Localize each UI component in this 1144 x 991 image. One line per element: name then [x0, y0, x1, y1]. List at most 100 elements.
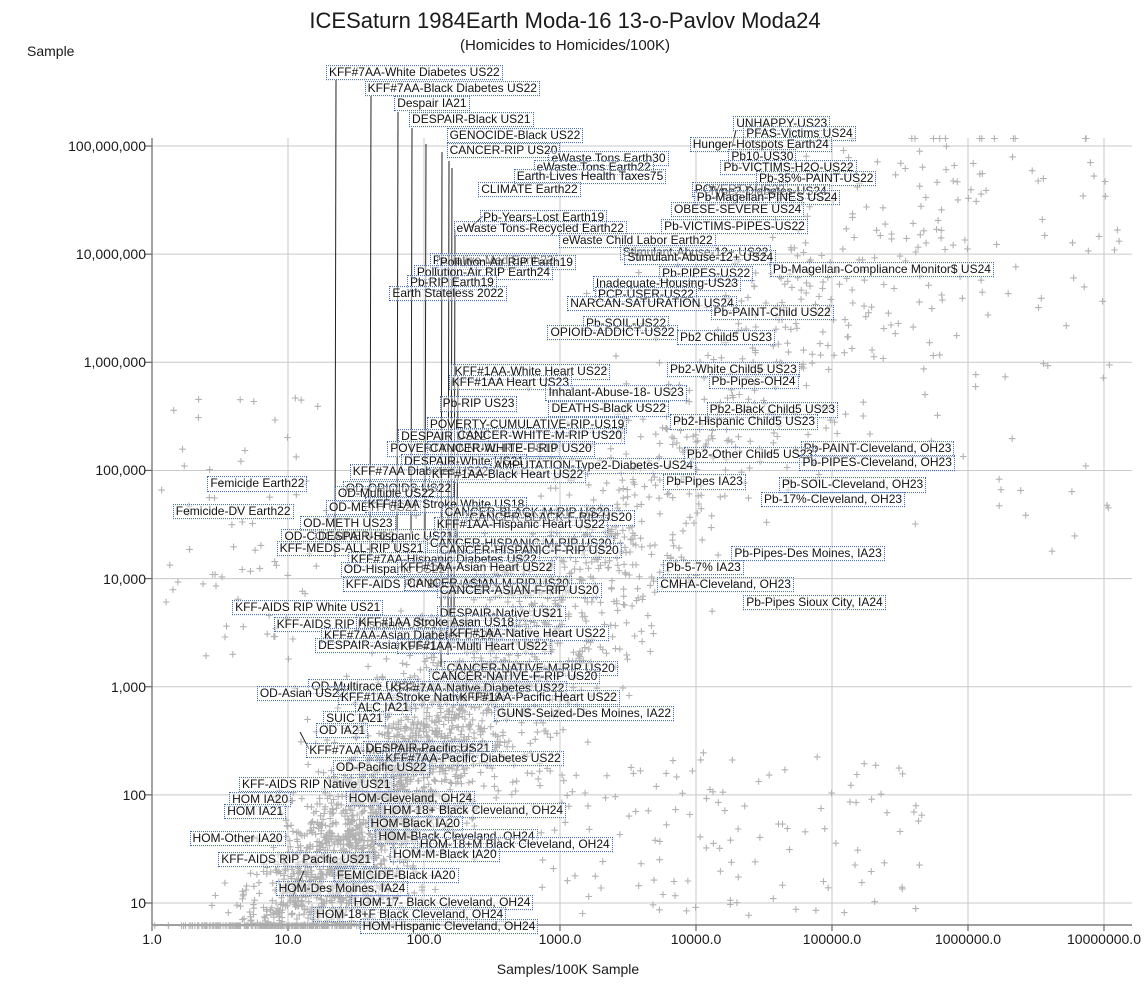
point-label: KFF#7AA-White Diabetes US22	[325, 65, 503, 81]
chart-title: ICESaturn 1984Earth Moda-16 13-o-Pavlov …	[309, 8, 821, 33]
y-tick-label: 10,000,000	[75, 246, 146, 263]
point-label: CANCER-NATIVE-M-RIP US20	[443, 660, 618, 676]
point-label: HOM-Other IA20	[189, 830, 286, 847]
point-label: Pb-PAINT-Child US22	[710, 305, 834, 321]
point-label: HOM-Black IA20	[367, 816, 463, 832]
x-tick-label: 10.0	[274, 931, 302, 947]
point-label: Pb2-White Child5 US23	[667, 362, 800, 378]
point-label: HOM-17- Black Cleveland, OH24	[350, 895, 534, 911]
point-label: OD-METH US23	[300, 515, 396, 531]
x-axis-title: Samples/100K Sample	[496, 961, 640, 977]
point-label: CANCER-NATIVE-F-RIP US20	[428, 668, 601, 684]
point-label: GENOCIDE-Black US22	[446, 128, 584, 144]
point-label: Pb-VICTIMS-PIPES-US22	[661, 219, 808, 235]
point-label: Stimulant-Abuse-12+ US24	[624, 250, 777, 266]
x-tick-label: 100.0	[406, 931, 442, 947]
point-label: ALC IA21	[354, 699, 412, 715]
point-label: eWaste Tons Earth30	[548, 151, 669, 167]
point-label: Palliative-Med Earth22	[429, 253, 557, 269]
point-label: KFF#1AA-Hispanic Heart US22	[433, 517, 608, 533]
x-tick-label: 100000.0	[802, 931, 862, 947]
point-label: OD-Hispanic US22	[340, 561, 449, 577]
point-label: HOM IA21	[224, 803, 287, 820]
point-label: Pb2 Child5 US23	[676, 330, 776, 346]
point-label: Pb-SOIL-US22	[582, 316, 670, 332]
point-label: Pb-Pipes-Des Moines, IA23	[731, 545, 885, 561]
point-label: Pb2-Black Child5 US23	[706, 402, 838, 418]
x-tick-label: 1.0	[142, 931, 162, 947]
point-label: Type2-Diabetes-US24	[705, 184, 830, 200]
point-label: HOM IA20	[229, 791, 292, 808]
point-label: KFF-AIDS RIP Pacific US21	[218, 852, 375, 868]
point-label: OD-Pacific US22	[332, 759, 430, 776]
point-label: KFF#7AA-Multi Diabetes US22	[306, 742, 478, 759]
point-label: AMPUTATION-Type2-Diabetes-US24	[491, 458, 696, 474]
point-label: DESPAIR-Asian US21	[315, 637, 441, 653]
point-label: DESPAIR-Native US21	[436, 605, 566, 621]
point-label: Inhalant-Abuse-18- US23	[545, 385, 687, 401]
point-label: eWaste Child Labor Earth22	[559, 233, 716, 249]
point-label: HOM-18+ Black Cleveland, OH24	[380, 802, 567, 819]
point-label: OD-COCAINE US22	[281, 528, 398, 544]
point-label: KFF#1AA-Black Heart US22	[428, 467, 587, 483]
point-label: Femicide-DV Earth22	[172, 503, 294, 519]
point-label: CLIMATE Earth22	[478, 182, 581, 198]
point-label: Pb-Pipes-OH24	[708, 374, 799, 390]
y-tick-label: 1,000	[110, 678, 146, 695]
point-label: HOM-18+F Black Cleveland, OH24	[313, 907, 507, 923]
y-tick-label: 1,000,000	[83, 354, 146, 371]
y-axis-title: Sample	[27, 43, 75, 59]
x-tick-label: 1000.0	[538, 931, 582, 947]
point-label: CANCER-HISPANIC-F-RIP US20	[436, 542, 622, 558]
point-label: DESPAIR-White US21	[401, 454, 527, 470]
y-tick-label: 10,000	[103, 570, 146, 587]
point-label: HOM-Hispanic Cleveland, OH24	[359, 919, 539, 935]
point-label: KFF#7AA-Native Diabetes US22	[387, 680, 568, 697]
point-label: Pb-SOIL-Cleveland, OH23	[778, 477, 927, 493]
point-label: HOM-Des Moines, IA24	[275, 881, 409, 897]
point-label: HOM-Cleveland, OH24	[345, 790, 476, 807]
y-tick-label: 100,000,000	[68, 138, 146, 155]
point-label: eWaste Tons-Recycled Earth22	[453, 221, 627, 237]
point-label: CANCER-WHITE-M-RIP US20	[454, 428, 625, 444]
point-label: Pb-Pipes Sioux City, IA24	[743, 594, 886, 610]
point-label: DESPAIR US22	[398, 429, 490, 445]
point-label: Pb-17%-Cleveland, OH23	[761, 491, 906, 507]
point-label: HOM-18+M Black Cleveland, OH24	[416, 837, 613, 853]
point-label: OPIOID-ADDICT-US22	[547, 325, 678, 341]
point-label: Pb-PIPES-Cleveland, OH23	[799, 455, 955, 471]
point-label: KFF#1AA-Multi Heart US22	[397, 638, 551, 654]
point-label: KFF#1AA Heart US23	[448, 375, 572, 391]
x-tick-label: 10000.0	[670, 931, 722, 947]
point-label: CANCER-WHITE-F-RIP US20	[426, 441, 595, 457]
leader-line	[396, 111, 399, 552]
point-label: NARCAN-SATURATION US24	[567, 296, 737, 312]
leader-line	[292, 870, 305, 897]
point-label: Hunger-Hotspots Earth24	[689, 137, 832, 153]
point-label: DESPAIR-Hispanic US21	[315, 528, 457, 544]
point-label: CANCER-RIP US20	[446, 143, 561, 159]
point-label: OBESE-SEVERE US24	[670, 202, 805, 218]
x-tick-label: 10000000.0	[1067, 931, 1141, 947]
leader-line	[450, 167, 453, 652]
leader-line	[424, 143, 427, 538]
point-label: POVERTY-US22	[691, 182, 788, 198]
x-tick-label: 1000000.0	[934, 931, 1002, 947]
point-label: KFF-AIDS RIP Black US21	[342, 576, 493, 592]
scatter-cloud	[151, 135, 1123, 929]
point-label: KFF-AIDS RIP White US21	[232, 599, 384, 615]
point-label: Pb-Magellan-PINES US24	[693, 190, 841, 206]
point-label: OD IA21	[316, 722, 369, 739]
y-tick-label: 100	[122, 786, 146, 803]
point-label: Pb2-Other Child5 US23	[683, 447, 816, 463]
point-label: Femicide Earth22	[207, 476, 308, 492]
point-label: OD-Asian US22	[256, 685, 349, 702]
point-label: CANCER-BLACK-M-RIP US20	[441, 505, 613, 521]
point-label: Pb-5-7% IA23	[663, 559, 744, 575]
point-label: SUIC IA21	[323, 710, 386, 727]
point-label: CMHA-Cleveland, OH23	[657, 576, 794, 592]
leader-line	[440, 151, 443, 668]
point-label: eWaste Tons Earth22	[533, 160, 654, 176]
